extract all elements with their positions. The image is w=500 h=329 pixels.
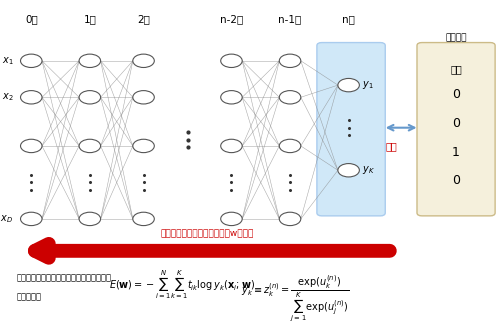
Circle shape	[220, 212, 242, 226]
Circle shape	[220, 90, 242, 104]
Text: 出力層の活性化関数：ソフトマックス関数: 出力層の活性化関数：ソフトマックス関数	[16, 274, 112, 283]
Text: $x_D$: $x_D$	[0, 213, 13, 225]
Circle shape	[133, 90, 154, 104]
Circle shape	[20, 212, 42, 226]
Text: 1: 1	[452, 145, 460, 159]
Text: $y_k \equiv z_k^{(n)} = \dfrac{\exp(u_k^{(n)})}{\sum_{j=1}^{K} \exp(u_j^{(n)})}$: $y_k \equiv z_k^{(n)} = \dfrac{\exp(u_k^…	[241, 274, 350, 324]
Text: $y_1$: $y_1$	[362, 79, 374, 91]
Text: n層: n層	[342, 14, 355, 24]
Text: 2層: 2層	[137, 14, 150, 24]
Text: 誤差関数：: 誤差関数：	[16, 292, 42, 301]
Text: $x_1$: $x_1$	[2, 55, 13, 67]
FancyBboxPatch shape	[317, 42, 386, 216]
Text: 0: 0	[452, 88, 460, 101]
Circle shape	[20, 139, 42, 153]
Circle shape	[280, 139, 301, 153]
Circle shape	[20, 90, 42, 104]
Text: 正解: 正解	[450, 64, 462, 74]
Circle shape	[280, 90, 301, 104]
Text: $x_2$: $x_2$	[2, 91, 13, 103]
Circle shape	[280, 54, 301, 67]
Circle shape	[79, 54, 100, 67]
Text: n-1層: n-1層	[278, 14, 301, 24]
Text: $E(\mathbf{w}) = -\sum_{i=1}^{N}\sum_{k=1}^{K} t_{ik} \log y_k(\mathbf{x}_i; \ma: $E(\mathbf{w}) = -\sum_{i=1}^{N}\sum_{k=…	[110, 268, 256, 301]
Text: 0: 0	[452, 117, 460, 130]
Circle shape	[79, 212, 100, 226]
Text: 1層: 1層	[84, 14, 96, 24]
Text: 0: 0	[452, 174, 460, 188]
Circle shape	[79, 90, 100, 104]
Circle shape	[338, 164, 359, 177]
Circle shape	[133, 54, 154, 67]
Circle shape	[220, 54, 242, 67]
Text: 誤差が小さくなるように重みwを更新: 誤差が小さくなるように重みwを更新	[160, 230, 254, 239]
Text: 0層: 0層	[25, 14, 38, 24]
Circle shape	[220, 139, 242, 153]
Circle shape	[79, 139, 100, 153]
Circle shape	[133, 139, 154, 153]
Circle shape	[20, 54, 42, 67]
Circle shape	[133, 212, 154, 226]
FancyBboxPatch shape	[417, 42, 495, 216]
Text: $y_K$: $y_K$	[362, 164, 374, 176]
Text: 多クラス: 多クラス	[446, 34, 467, 42]
Text: 誤差: 誤差	[386, 141, 397, 151]
Circle shape	[338, 78, 359, 92]
Text: n-2層: n-2層	[220, 14, 243, 24]
Circle shape	[280, 212, 301, 226]
